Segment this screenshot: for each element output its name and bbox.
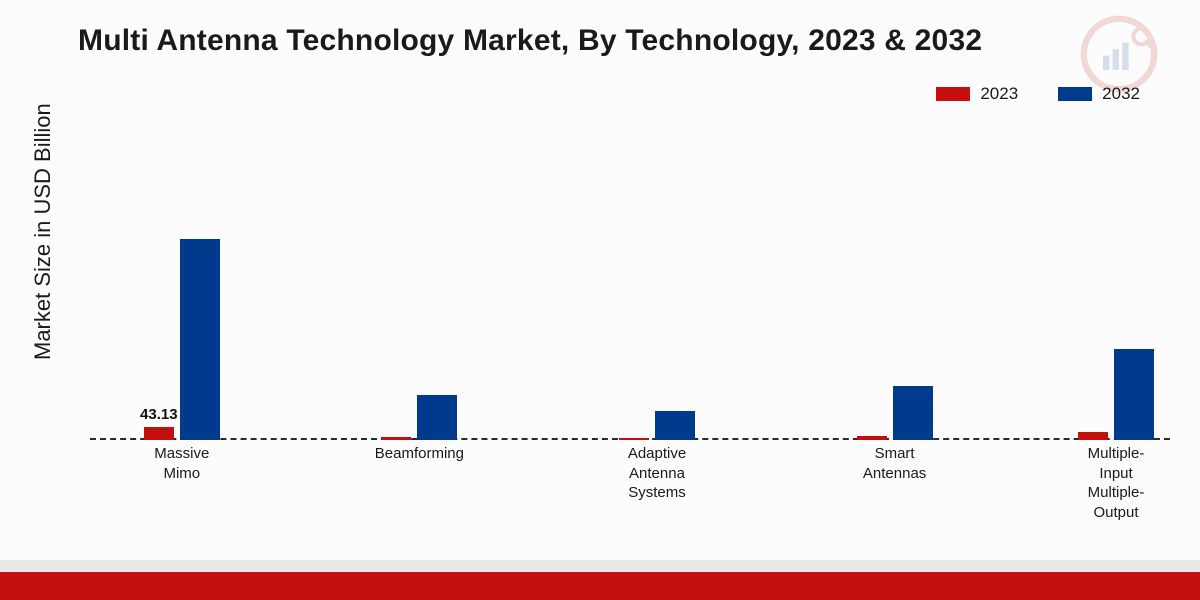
bar-2032 bbox=[417, 395, 457, 440]
legend: 2023 2032 bbox=[936, 84, 1140, 104]
legend-swatch-2023 bbox=[936, 87, 970, 101]
value-label: 43.13 bbox=[140, 406, 178, 423]
footer-bar bbox=[0, 572, 1200, 600]
bar-group bbox=[857, 386, 933, 440]
plot-area: 43.13 bbox=[90, 130, 1170, 440]
legend-item-2023: 2023 bbox=[936, 84, 1018, 104]
x-label: SmartAntennas bbox=[863, 444, 926, 483]
bar-group bbox=[381, 395, 457, 440]
x-axis-labels: MassiveMimo Beamforming AdaptiveAntennaSys… bbox=[90, 444, 1170, 514]
bar-2032 bbox=[180, 239, 220, 441]
bar-2032 bbox=[1114, 349, 1154, 440]
chart-card: Multi Antenna Technology Market, By Tech… bbox=[0, 0, 1200, 560]
bar-2023 bbox=[1078, 432, 1108, 440]
legend-swatch-2032 bbox=[1058, 87, 1092, 101]
footer-gap bbox=[0, 560, 1200, 572]
legend-item-2032: 2032 bbox=[1058, 84, 1140, 104]
legend-label-2023: 2023 bbox=[980, 84, 1018, 104]
page-root: Multi Antenna Technology Market, By Tech… bbox=[0, 0, 1200, 600]
bar-group bbox=[1078, 349, 1154, 440]
bar-2023 bbox=[857, 436, 887, 440]
x-label: Beamforming bbox=[375, 444, 464, 464]
bar-2032 bbox=[893, 386, 933, 440]
bar-2032 bbox=[655, 411, 695, 440]
bar-2023 bbox=[144, 427, 174, 440]
bar-group bbox=[619, 411, 695, 440]
x-label: AdaptiveAntennaSystems bbox=[628, 444, 686, 503]
x-label: MassiveMimo bbox=[154, 444, 209, 483]
y-axis-label: Market Size in USD Billion bbox=[30, 103, 56, 360]
chart-title: Multi Antenna Technology Market, By Tech… bbox=[78, 24, 982, 58]
watermark-logo-icon bbox=[1074, 14, 1164, 94]
x-label: Multiple-InputMultiple-Output bbox=[1088, 444, 1145, 522]
bar-2023 bbox=[619, 438, 649, 440]
legend-label-2032: 2032 bbox=[1102, 84, 1140, 104]
bar-2023 bbox=[381, 437, 411, 440]
